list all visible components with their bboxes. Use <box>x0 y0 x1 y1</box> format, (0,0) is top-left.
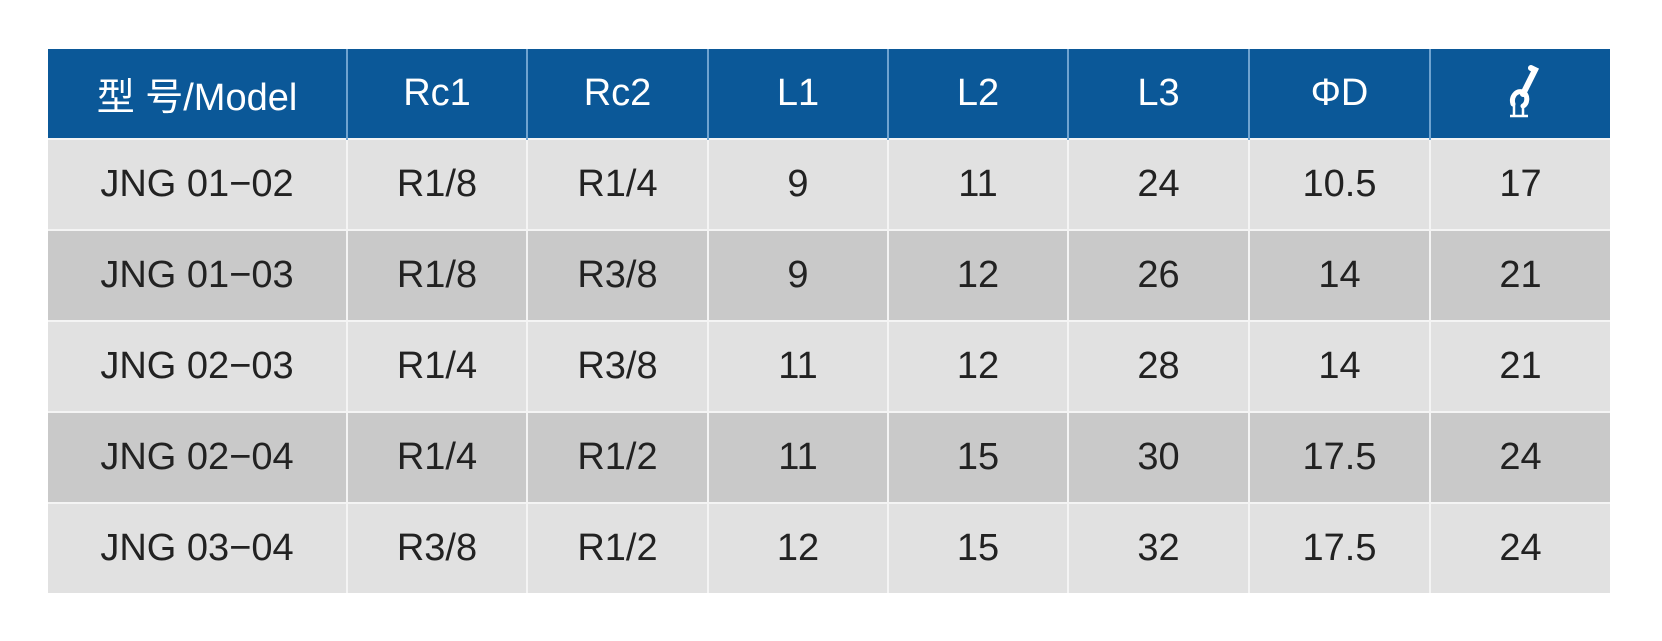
cell-rc1: R1/8 <box>346 229 527 321</box>
cell-l3: 24 <box>1067 138 1249 230</box>
header-rc2: Rc2 <box>526 49 708 139</box>
cell-rc2: R3/8 <box>526 229 708 321</box>
table-row: JNG 02−04 R1/4 R1/2 11 15 30 17.5 24 <box>48 411 1610 503</box>
cell-l2: 15 <box>887 411 1068 503</box>
cell-wrench-size: 21 <box>1429 229 1610 321</box>
cell-model: JNG 01−02 <box>48 138 347 230</box>
cell-rc2: R3/8 <box>526 320 708 412</box>
cell-rc2: R1/2 <box>526 502 708 593</box>
cell-wrench-size: 24 <box>1429 411 1610 503</box>
table-row: JNG 01−03 R1/8 R3/8 9 12 26 14 21 <box>48 229 1610 321</box>
cell-l1: 12 <box>707 502 888 593</box>
cell-rc1: R1/4 <box>346 320 527 412</box>
cell-diameter: 14 <box>1248 320 1430 412</box>
cell-model: JNG 03−04 <box>48 502 347 593</box>
cell-model: JNG 02−04 <box>48 411 347 503</box>
table-row: JNG 03−04 R3/8 R1/2 12 15 32 17.5 24 <box>48 502 1610 593</box>
cell-rc1: R1/4 <box>346 411 527 503</box>
header-row: 型 号/Model Rc1 Rc2 L1 L2 L3 ΦD <box>48 49 1610 139</box>
cell-l2: 12 <box>887 320 1068 412</box>
wrench-icon <box>1509 64 1539 117</box>
cell-l3: 26 <box>1067 229 1249 321</box>
cell-l1: 11 <box>707 411 888 503</box>
header-l2: L2 <box>887 49 1068 139</box>
cell-wrench-size: 24 <box>1429 502 1610 593</box>
cell-rc2: R1/2 <box>526 411 708 503</box>
cell-model: JNG 02−03 <box>48 320 347 412</box>
header-rc1: Rc1 <box>346 49 527 139</box>
cell-l3: 30 <box>1067 411 1249 503</box>
cell-l1: 9 <box>707 229 888 321</box>
table-row: JNG 02−03 R1/4 R3/8 11 12 28 14 21 <box>48 320 1610 412</box>
header-l1: L1 <box>707 49 888 139</box>
cell-diameter: 10.5 <box>1248 138 1430 230</box>
cell-l1: 11 <box>707 320 888 412</box>
spec-table: 型 号/Model Rc1 Rc2 L1 L2 L3 ΦD JNG 01−02 R… <box>48 49 1610 593</box>
cell-l3: 28 <box>1067 320 1249 412</box>
cell-l2: 12 <box>887 229 1068 321</box>
header-wrench <box>1429 49 1610 139</box>
cell-wrench-size: 17 <box>1429 138 1610 230</box>
cell-l1: 9 <box>707 138 888 230</box>
cell-wrench-size: 21 <box>1429 320 1610 412</box>
cell-diameter: 17.5 <box>1248 502 1430 593</box>
cell-rc1: R3/8 <box>346 502 527 593</box>
cell-diameter: 14 <box>1248 229 1430 321</box>
header-model: 型 号/Model <box>48 49 347 139</box>
cell-rc2: R1/4 <box>526 138 708 230</box>
cell-l2: 11 <box>887 138 1068 230</box>
cell-rc1: R1/8 <box>346 138 527 230</box>
header-l3: L3 <box>1067 49 1249 139</box>
cell-l2: 15 <box>887 502 1068 593</box>
table-row: JNG 01−02 R1/8 R1/4 9 11 24 10.5 17 <box>48 138 1610 230</box>
cell-model: JNG 01−03 <box>48 229 347 321</box>
cell-diameter: 17.5 <box>1248 411 1430 503</box>
cell-l3: 32 <box>1067 502 1249 593</box>
header-diameter: ΦD <box>1248 49 1430 139</box>
